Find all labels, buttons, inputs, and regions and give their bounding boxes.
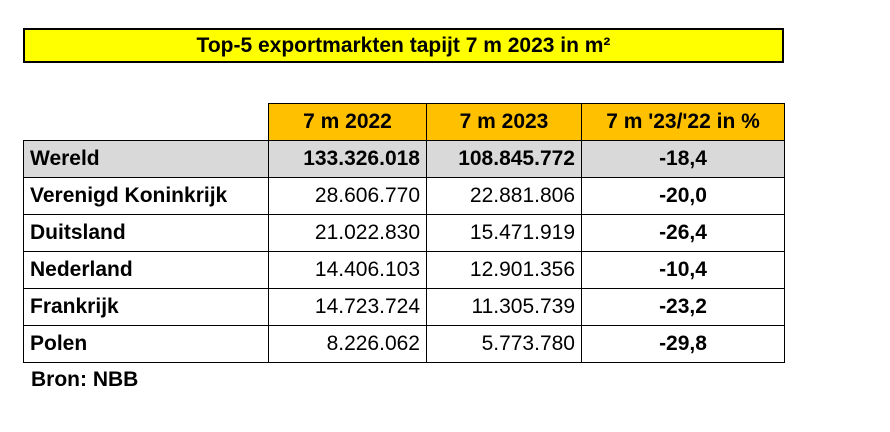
change-pct-cell: -23,2 bbox=[581, 288, 785, 326]
value-2022-cell: 14.723.724 bbox=[268, 288, 427, 326]
table-row: Frankrijk 14.723.724 11.305.739 -23,2 bbox=[23, 288, 785, 326]
table-row: Nederland 14.406.103 12.901.356 -10,4 bbox=[23, 251, 785, 289]
change-pct-cell: -18,4 bbox=[581, 140, 785, 178]
country-cell: Wereld bbox=[23, 140, 269, 178]
value-2022-cell: 21.022.830 bbox=[268, 214, 427, 252]
value-2022-cell: 28.606.770 bbox=[268, 177, 427, 215]
empty-header-cell bbox=[24, 104, 269, 141]
country-cell: Verenigd Koninkrijk bbox=[23, 177, 269, 215]
country-cell: Frankrijk bbox=[23, 288, 269, 326]
change-pct-cell: -29,8 bbox=[581, 325, 785, 363]
column-header-change-pct: 7 m '23/'22 in % bbox=[581, 103, 785, 141]
change-pct-cell: -10,4 bbox=[581, 251, 785, 289]
value-2022-cell: 133.326.018 bbox=[268, 140, 427, 178]
column-header-2023: 7 m 2023 bbox=[426, 103, 582, 141]
value-2023-cell: 5.773.780 bbox=[426, 325, 582, 363]
export-markets-table: 7 m 2022 7 m 2023 7 m '23/'22 in % Werel… bbox=[23, 103, 785, 363]
value-2023-cell: 11.305.739 bbox=[426, 288, 582, 326]
table-row-wereld: Wereld 133.326.018 108.845.772 -18,4 bbox=[23, 140, 785, 178]
column-header-2022: 7 m 2022 bbox=[268, 103, 427, 141]
value-2022-cell: 14.406.103 bbox=[268, 251, 427, 289]
country-cell: Nederland bbox=[23, 251, 269, 289]
value-2023-cell: 22.881.806 bbox=[426, 177, 582, 215]
source-note: Bron: NBB bbox=[31, 368, 139, 391]
value-2023-cell: 108.845.772 bbox=[426, 140, 582, 178]
country-cell: Duitsland bbox=[23, 214, 269, 252]
table-title: Top-5 exportmarkten tapijt 7 m 2023 in m… bbox=[23, 28, 784, 63]
country-cell: Polen bbox=[23, 325, 269, 363]
value-2022-cell: 8.226.062 bbox=[268, 325, 427, 363]
table-row: Duitsland 21.022.830 15.471.919 -26,4 bbox=[23, 214, 785, 252]
table-row: Polen 8.226.062 5.773.780 -29,8 bbox=[23, 325, 785, 363]
value-2023-cell: 15.471.919 bbox=[426, 214, 582, 252]
change-pct-cell: -20,0 bbox=[581, 177, 785, 215]
value-2023-cell: 12.901.356 bbox=[426, 251, 582, 289]
header-row: 7 m 2022 7 m 2023 7 m '23/'22 in % bbox=[24, 103, 785, 141]
change-pct-cell: -26,4 bbox=[581, 214, 785, 252]
table-row: Verenigd Koninkrijk 28.606.770 22.881.80… bbox=[23, 177, 785, 215]
